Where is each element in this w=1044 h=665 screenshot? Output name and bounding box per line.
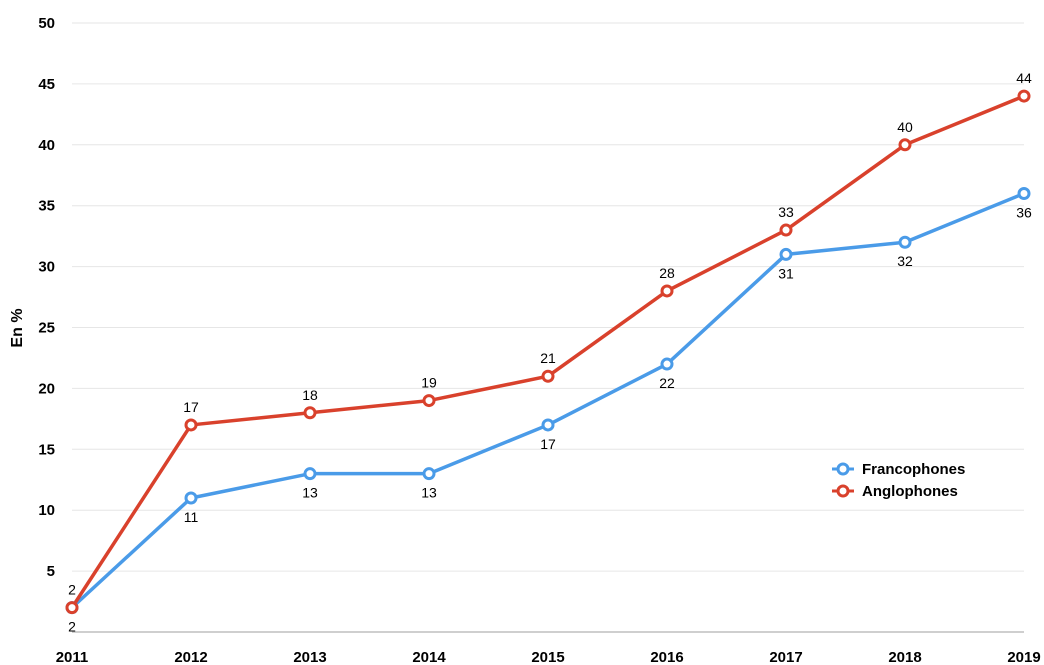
data-label: 13 (302, 485, 318, 501)
series-markers-francophones: 2 11 13 13 17 22 31 32 36 (65, 187, 1032, 635)
data-point (65, 601, 79, 615)
data-point (422, 467, 436, 481)
data-point (660, 357, 674, 371)
data-point (660, 284, 674, 298)
legend-marker (836, 484, 850, 498)
data-label: 36 (1016, 205, 1032, 221)
x-tick-label: 2017 (769, 649, 802, 665)
y-tick-label: 40 (38, 137, 55, 154)
y-tick-label: 20 (38, 380, 55, 397)
y-tick-label: 10 (38, 502, 55, 519)
data-point (541, 418, 555, 432)
y-tick-label: 15 (38, 441, 55, 458)
legend-item-anglophones: Anglophones (832, 483, 958, 500)
data-point (1017, 89, 1031, 103)
data-label: 32 (897, 253, 913, 269)
x-tick-label: 2018 (888, 649, 921, 665)
data-point (422, 394, 436, 408)
data-point (184, 418, 198, 432)
data-label: 28 (659, 265, 675, 281)
x-tick-label: 2015 (531, 649, 564, 665)
data-label: 31 (778, 265, 794, 281)
x-tick-label: 2014 (412, 649, 446, 665)
legend: Francophones Anglophones (832, 461, 965, 500)
legend-marker (836, 462, 850, 476)
series-francophones (70, 191, 1025, 609)
data-label: 18 (302, 387, 318, 403)
data-point (779, 223, 793, 237)
data-point (779, 247, 793, 261)
data-point (1017, 187, 1031, 201)
data-label: 33 (778, 204, 794, 220)
x-tick-label: 2013 (293, 649, 326, 665)
y-axis-ticks: 5 10 15 20 25 30 35 40 45 50 (38, 15, 55, 580)
data-point (303, 406, 317, 420)
x-tick-label: 2011 (56, 649, 89, 665)
y-tick-label: 5 (47, 563, 55, 580)
gridlines (72, 22, 1024, 572)
data-point (898, 235, 912, 249)
data-label: 2 (68, 582, 76, 598)
data-label: 17 (540, 436, 556, 452)
legend-label: Francophones (862, 461, 965, 478)
data-label: 22 (659, 375, 675, 391)
x-tick-label: 2012 (174, 649, 207, 665)
data-label: 17 (183, 399, 199, 415)
series-line (70, 191, 1025, 609)
data-point (898, 138, 912, 152)
series-markers-anglophones: 2 17 18 19 21 28 33 40 44 (65, 70, 1032, 615)
x-tick-label: 2016 (650, 649, 683, 665)
data-label: 21 (540, 350, 556, 366)
data-point (184, 491, 198, 505)
y-axis-label: En % (9, 308, 26, 347)
series-layer: 2 11 13 13 17 22 31 32 36 2 17 18 19 21 28 33 40 44 (65, 70, 1032, 635)
y-tick-label: 30 (38, 259, 55, 276)
y-tick-label: 25 (38, 320, 55, 337)
y-tick-label: 50 (38, 15, 55, 32)
legend-item-francophones: Francophones (832, 461, 965, 478)
y-tick-label: 35 (38, 198, 55, 215)
data-point (541, 369, 555, 383)
data-label: 2 (68, 619, 76, 635)
x-axis-ticks: 2011 2012 2013 2014 2015 2016 2017 2018 2019 (56, 649, 1041, 665)
legend-label: Anglophones (862, 483, 958, 500)
x-tick-label: 2019 (1007, 649, 1040, 665)
data-label: 19 (421, 375, 437, 391)
y-tick-label: 45 (38, 76, 55, 93)
data-label: 11 (184, 509, 199, 525)
data-label: 40 (897, 119, 913, 135)
data-point (303, 467, 317, 481)
data-label: 44 (1016, 70, 1032, 86)
data-label: 13 (421, 485, 437, 501)
